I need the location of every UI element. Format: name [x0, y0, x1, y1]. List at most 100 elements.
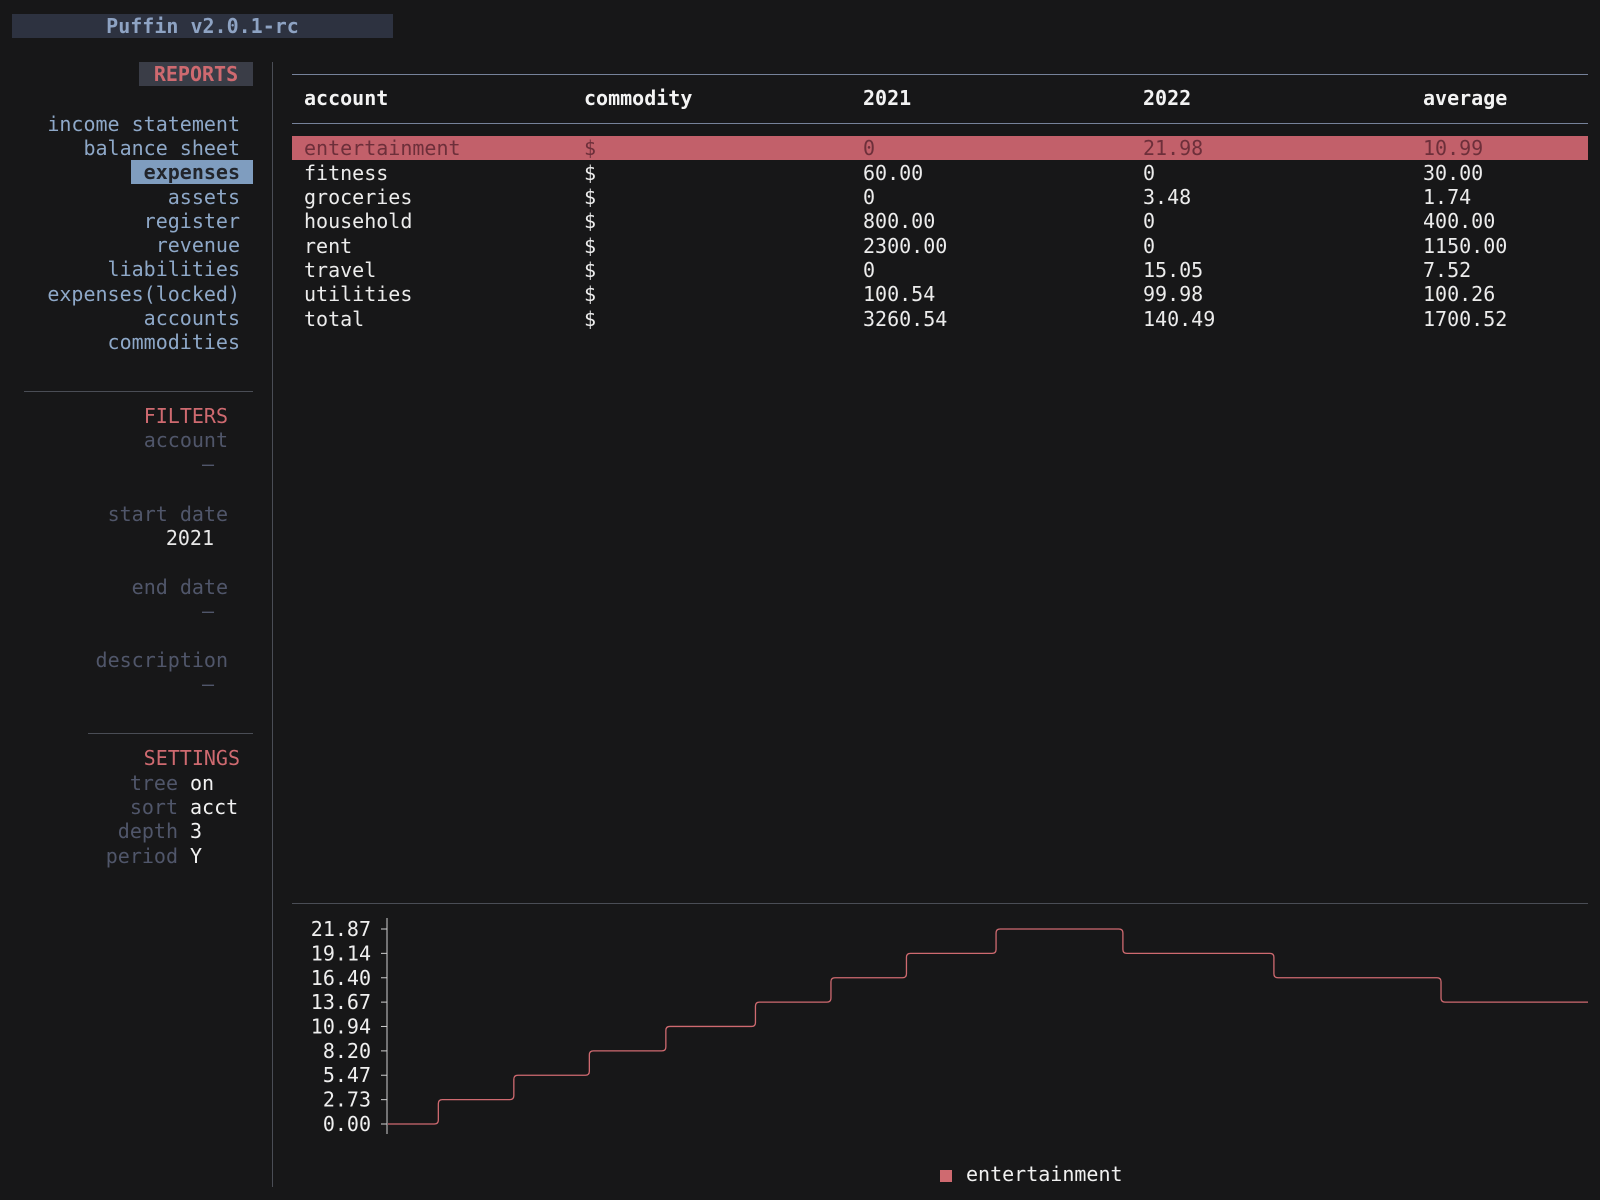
cell-commodity: $ [584, 209, 597, 233]
cell-average: 1.74 [1423, 185, 1472, 209]
cell-2022: 140.49 [1143, 307, 1216, 331]
table-row[interactable]: fitness $ 60.00 0 30.00 [292, 161, 1588, 185]
settings-header: SETTINGS [143, 746, 240, 770]
report-pane: account commodity 2021 2022 average ente… [292, 0, 1588, 1200]
series-line-entertainment [388, 928, 1588, 1125]
legend-swatch [940, 1170, 952, 1182]
nav-income-statement[interactable]: income statement [47, 112, 240, 136]
cell-commodity: $ [584, 234, 597, 258]
cell-average: 1150.00 [1423, 234, 1508, 258]
y-tick-label: 5.47 [323, 1063, 371, 1087]
column-header-average[interactable]: average [1423, 86, 1508, 110]
nav-accounts[interactable]: accounts [143, 306, 240, 330]
setting-tree-label: tree [129, 771, 178, 795]
cell-2021: 0 [863, 136, 876, 160]
cell-average: 10.99 [1423, 136, 1484, 160]
filter-end-date-label[interactable]: end date [131, 575, 228, 599]
cell-2022: 0 [1143, 161, 1156, 185]
setting-depth-label: depth [117, 819, 178, 843]
cell-account: rent [304, 234, 353, 258]
cell-account: total [304, 307, 365, 331]
nav-assets[interactable]: assets [167, 185, 240, 209]
filter-account-value[interactable]: – [201, 452, 214, 476]
cell-account: utilities [304, 282, 413, 306]
cell-2022: 99.98 [1143, 282, 1204, 306]
setting-sort-value[interactable]: acct [190, 795, 239, 819]
cell-2022: 3.48 [1143, 185, 1192, 209]
cell-2021: 800.00 [863, 209, 936, 233]
filter-start-date-value[interactable]: 2021 [165, 526, 214, 550]
table-top-rule [292, 74, 1588, 75]
nav-expenses[interactable]: expenses [130, 160, 253, 184]
column-header-account[interactable]: account [304, 86, 389, 110]
table-header-rule [292, 123, 1588, 124]
nav-commodities[interactable]: commodities [107, 330, 240, 354]
legend-label: entertainment [966, 1162, 1123, 1186]
cell-account: groceries [304, 185, 413, 209]
filter-description-label[interactable]: description [95, 648, 228, 672]
expenses-step-chart: 21.8719.1416.4013.6710.948.205.472.730.0… [311, 917, 1588, 1136]
app-title: Puffin v2.0.1-rc [12, 14, 393, 38]
cell-2022: 21.98 [1143, 136, 1204, 160]
y-tick-label: 8.20 [323, 1039, 371, 1063]
nav-liabilities[interactable]: liabilities [107, 257, 240, 281]
setting-period[interactable]: period Y [0, 844, 272, 868]
cell-average: 100.26 [1423, 282, 1496, 306]
cell-2022: 0 [1143, 209, 1156, 233]
setting-depth[interactable]: depth 3 [0, 819, 272, 843]
cell-2021: 2300.00 [863, 234, 948, 258]
cell-average: 7.52 [1423, 258, 1472, 282]
setting-depth-value[interactable]: 3 [190, 819, 203, 843]
filter-end-date-value[interactable]: – [201, 599, 214, 623]
column-header-commodity[interactable]: commodity [584, 86, 693, 110]
nav-register[interactable]: register [143, 209, 240, 233]
cell-commodity: $ [584, 136, 597, 160]
y-tick-label: 10.94 [311, 1014, 371, 1038]
table-row[interactable]: groceries $ 0 3.48 1.74 [292, 185, 1588, 209]
y-tick-label: 0.00 [323, 1112, 371, 1136]
cell-2022: 0 [1143, 234, 1156, 258]
cell-commodity: $ [584, 185, 597, 209]
y-tick-label: 2.73 [323, 1088, 371, 1112]
cell-2021: 60.00 [863, 161, 924, 185]
cell-account: household [304, 209, 413, 233]
cell-account: entertainment [304, 136, 461, 160]
chart-separator [292, 903, 1588, 904]
y-tick-label: 13.67 [311, 990, 371, 1014]
setting-sort-label: sort [129, 795, 178, 819]
sidebar-divider [24, 391, 253, 392]
table-row-total[interactable]: total $ 3260.54 140.49 1700.52 [292, 307, 1588, 331]
table-row[interactable]: household $ 800.00 0 400.00 [292, 209, 1588, 233]
nav-revenue[interactable]: revenue [155, 233, 240, 257]
y-tick-label: 16.40 [311, 966, 371, 990]
cell-average: 1700.52 [1423, 307, 1508, 331]
filter-description-value[interactable]: – [201, 672, 214, 696]
nav-expenses-locked[interactable]: expenses(locked) [47, 282, 240, 306]
cell-2021: 0 [863, 258, 876, 282]
filter-account-label[interactable]: account [143, 428, 228, 452]
filter-start-date-label[interactable]: start date [107, 502, 228, 526]
setting-period-label: period [105, 844, 178, 868]
nav-balance-sheet[interactable]: balance sheet [83, 136, 240, 160]
cell-2021: 100.54 [863, 282, 936, 306]
column-header-2022[interactable]: 2022 [1143, 86, 1192, 110]
cell-average: 30.00 [1423, 161, 1484, 185]
setting-sort[interactable]: sort acct [0, 795, 272, 819]
table-row[interactable]: entertainment $ 0 21.98 10.99 [292, 136, 1588, 160]
table-row[interactable]: utilities $ 100.54 99.98 100.26 [292, 282, 1588, 306]
chart-legend: entertainment [940, 1162, 1123, 1186]
table-row[interactable]: rent $ 2300.00 0 1150.00 [292, 234, 1588, 258]
sidebar-divider [88, 733, 253, 734]
setting-tree[interactable]: tree on [0, 771, 272, 795]
table-header: account commodity 2021 2022 average [292, 86, 1588, 114]
cell-account: fitness [304, 161, 389, 185]
y-tick-label: 21.87 [311, 917, 371, 941]
y-tick-label: 19.14 [311, 941, 371, 965]
table-row[interactable]: travel $ 0 15.05 7.52 [292, 258, 1588, 282]
sidebar-separator [272, 62, 273, 1187]
setting-tree-value[interactable]: on [190, 771, 215, 795]
cell-commodity: $ [584, 307, 597, 331]
setting-period-value[interactable]: Y [190, 844, 203, 868]
filters-header: FILTERS [143, 404, 228, 428]
column-header-2021[interactable]: 2021 [863, 86, 912, 110]
